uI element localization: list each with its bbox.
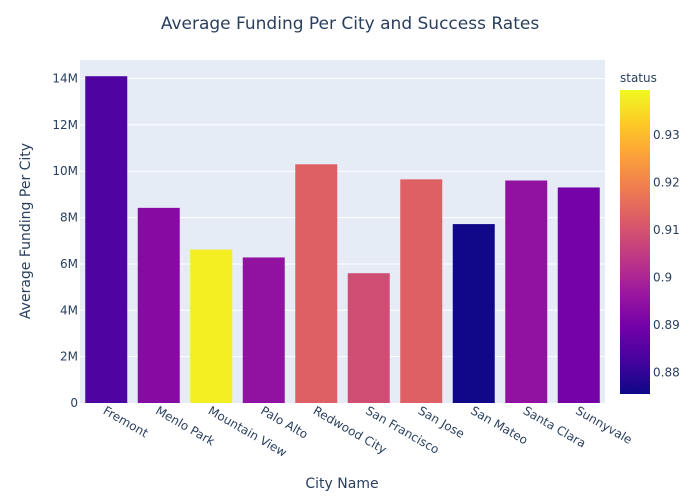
y-tick-label: 10M bbox=[52, 164, 78, 178]
bar bbox=[400, 179, 443, 403]
y-tick-label: 6M bbox=[60, 257, 78, 271]
bar bbox=[137, 207, 180, 403]
bar bbox=[85, 76, 128, 404]
x-tick-label: Fremont bbox=[101, 403, 151, 440]
colorbar-tick-label: 0.9 bbox=[653, 271, 672, 285]
y-axis-title: Average Funding Per City bbox=[18, 143, 34, 319]
bars bbox=[85, 76, 600, 404]
x-axis-title: City Name bbox=[305, 476, 378, 492]
y-tick-label: 4M bbox=[60, 303, 78, 317]
x-tick-label: Menlo Park bbox=[153, 403, 217, 448]
y-tick-label: 0 bbox=[70, 396, 78, 410]
x-tick-label: San Mateo bbox=[468, 403, 530, 447]
y-tick-label: 14M bbox=[52, 72, 78, 86]
colorbar-title: status bbox=[620, 71, 657, 85]
bar bbox=[242, 257, 285, 403]
bar bbox=[295, 164, 338, 403]
colorbar-gradient bbox=[620, 90, 650, 394]
colorbar: status 0.88 0.89 0.9 0.91 0.92 0.93 bbox=[620, 71, 680, 394]
y-tick-label: 12M bbox=[52, 118, 78, 132]
bar bbox=[190, 249, 233, 403]
chart-title: Average Funding Per City and Success Rat… bbox=[161, 14, 540, 34]
colorbar-tick-label: 0.93 bbox=[653, 128, 680, 142]
bar bbox=[452, 224, 495, 403]
bar bbox=[505, 180, 548, 403]
y-tick-label: 8M bbox=[60, 211, 78, 225]
y-tick-labels: 0 2M 4M 6M 8M 10M 12M 14M bbox=[52, 72, 78, 410]
colorbar-tick-label: 0.91 bbox=[653, 223, 680, 237]
y-tick-label: 2M bbox=[60, 350, 78, 364]
bar bbox=[557, 187, 600, 403]
bar bbox=[347, 273, 390, 403]
colorbar-tick-label: 0.92 bbox=[653, 176, 680, 190]
colorbar-ticks: 0.88 0.89 0.9 0.91 0.92 0.93 bbox=[653, 128, 680, 380]
colorbar-tick-label: 0.88 bbox=[653, 366, 680, 380]
colorbar-tick-label: 0.89 bbox=[653, 318, 680, 332]
